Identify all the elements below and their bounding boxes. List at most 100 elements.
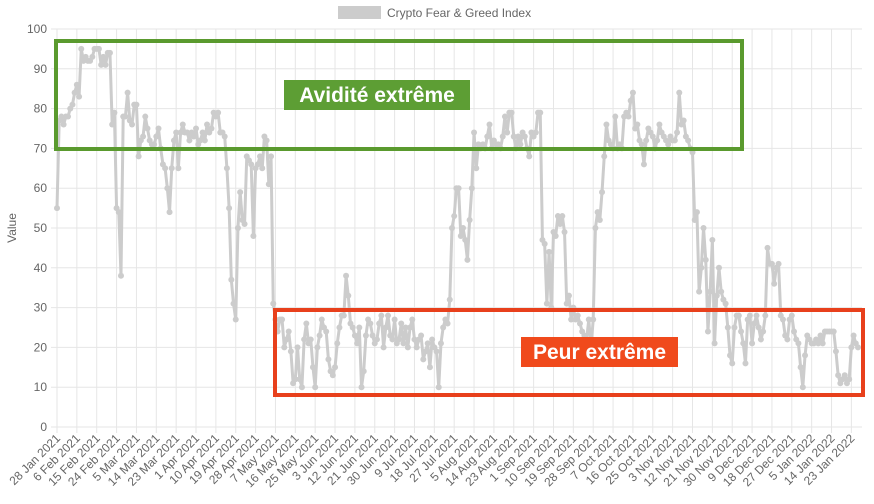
point [422,348,429,355]
point [643,137,650,144]
point [515,133,522,140]
point [117,272,124,279]
point [409,316,416,323]
point [237,189,244,196]
point [464,256,471,263]
point [541,240,548,247]
y-tick-label: 80 [34,102,48,116]
point [590,316,597,323]
point [799,384,806,391]
point [367,320,374,327]
point [817,332,824,339]
point [144,125,151,132]
point [751,320,758,327]
point [411,336,418,343]
point [265,181,272,188]
point [709,236,716,243]
point [186,137,193,144]
fear-zone [273,308,865,397]
point [153,133,160,140]
point [850,332,857,339]
point [510,133,517,140]
point [334,340,341,347]
greed-label-box [284,80,470,110]
point [757,336,764,343]
point [151,141,158,148]
point [592,225,599,231]
point [193,125,200,132]
point [466,217,473,224]
point [649,133,656,140]
point [133,101,140,108]
point [234,225,241,231]
point [73,81,80,88]
point [380,344,387,351]
point [433,348,440,355]
point [455,185,462,192]
point [340,312,347,319]
point [170,137,177,144]
point [142,113,149,120]
point [568,316,575,323]
point [373,336,380,343]
point [508,109,515,116]
point [727,352,734,359]
point [413,344,420,351]
point [345,292,352,299]
point [638,141,645,148]
point [279,316,286,323]
point [696,288,703,295]
point [444,320,451,327]
point [78,45,85,52]
point [585,316,592,323]
point [54,205,60,212]
point [835,372,842,379]
point [226,205,233,212]
point [316,332,323,339]
point [257,153,264,160]
point [263,137,270,144]
point [407,324,414,331]
point [543,300,550,307]
point [435,384,442,391]
y-tick-label: 40 [34,261,48,275]
legend-label: Crypto Fear & Greed Index [387,6,531,20]
point [166,209,173,216]
point [281,344,288,351]
point [440,324,447,331]
point [162,165,169,172]
point [764,244,771,251]
point [223,165,230,172]
point [691,217,698,224]
point [382,324,389,331]
point [526,153,533,160]
point [60,121,67,128]
point [537,109,544,116]
point [574,312,581,319]
annotation: Peur extrême [533,341,666,364]
point [351,332,358,339]
point [323,328,330,335]
point [175,165,182,172]
y-tick-label: 70 [34,141,48,155]
point [762,312,769,319]
point [349,324,356,331]
point [779,316,786,323]
point [437,340,444,347]
point [718,288,725,295]
point [601,153,608,160]
y-tick-label: 20 [34,340,48,354]
point [307,336,314,343]
point [378,312,385,319]
point [755,324,762,331]
point [768,260,775,267]
point [746,312,753,319]
point [336,324,343,331]
point [815,340,822,347]
point [554,213,561,220]
greed-zone [54,39,744,151]
point [259,165,266,172]
point [124,89,131,96]
point [788,312,795,319]
point [468,185,475,192]
